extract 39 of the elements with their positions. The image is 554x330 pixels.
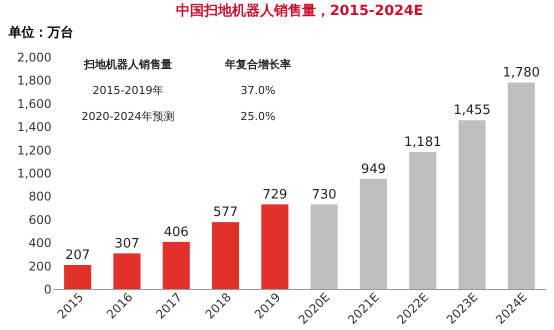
y-tick-label: 200 xyxy=(28,259,52,274)
data-label: 406 xyxy=(164,224,189,240)
bar xyxy=(310,204,338,289)
bar xyxy=(162,242,190,289)
data-label: 207 xyxy=(65,248,90,263)
data-label: 729 xyxy=(262,187,288,202)
annotation: 25.0% xyxy=(240,110,276,123)
y-tick-label: 400 xyxy=(28,236,52,250)
data-label: 577 xyxy=(213,205,238,220)
y-tick-label: 1,800 xyxy=(17,74,52,88)
y-tick-label: 1,600 xyxy=(17,96,52,111)
annotation: 2015-2019年 xyxy=(92,84,164,97)
y-tick-label: 1,200 xyxy=(17,143,52,158)
y-tick-label: 1,400 xyxy=(17,120,52,134)
annotation: 年复合增长率 xyxy=(224,58,291,71)
y-tick-label: 600 xyxy=(28,212,52,227)
data-label: 1,455 xyxy=(453,103,491,118)
y-axis-title: 单位：万台 xyxy=(8,24,74,40)
y-tick-label: 2,000 xyxy=(17,50,52,64)
y-tick-label: 800 xyxy=(28,190,52,204)
bar xyxy=(458,120,486,289)
annotation: 2020-2024年预测 xyxy=(82,110,174,123)
bar xyxy=(64,264,92,289)
data-label: 730 xyxy=(312,187,337,202)
data-label: 1,181 xyxy=(404,135,442,150)
bar xyxy=(212,222,240,289)
y-tick-label: 0 xyxy=(44,282,52,296)
data-label: 1,780 xyxy=(502,66,540,81)
bar xyxy=(113,253,141,289)
bar xyxy=(409,152,436,289)
bar xyxy=(508,82,535,289)
bar xyxy=(261,204,288,289)
y-tick-label: 1,000 xyxy=(17,166,52,180)
data-label: 307 xyxy=(114,236,140,252)
chart-title: 中国扫地机器人销售量，2015-2024E xyxy=(176,3,424,19)
data-label: 949 xyxy=(361,162,386,177)
annotation: 扫地机器人销售量 xyxy=(83,58,172,71)
annotation: 37.0% xyxy=(240,84,276,97)
bar xyxy=(360,178,388,289)
